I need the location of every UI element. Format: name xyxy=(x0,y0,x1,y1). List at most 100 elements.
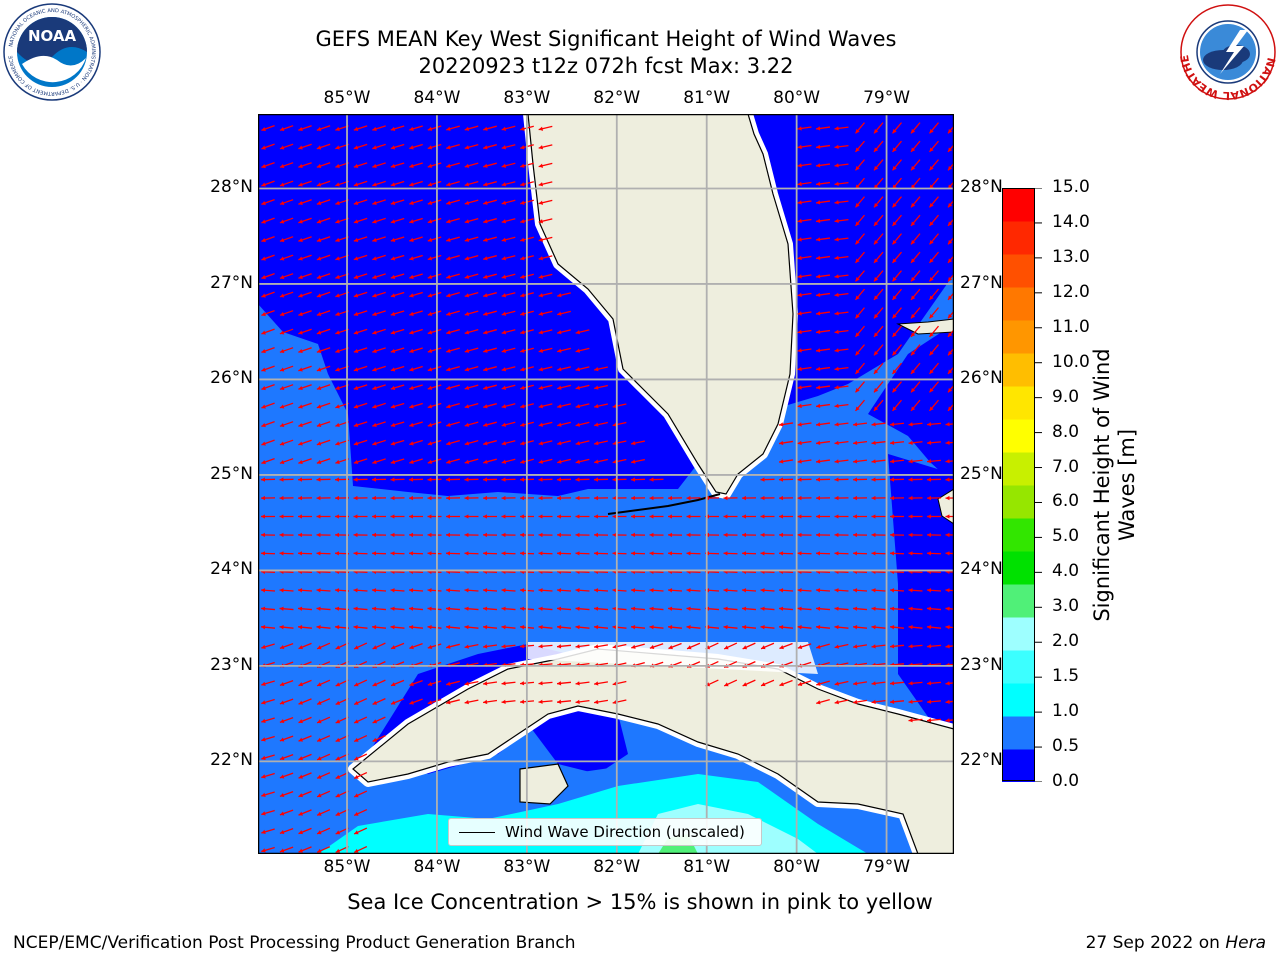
lat-label-left: 22°N xyxy=(210,750,253,771)
wind-wave-arrow xyxy=(910,399,921,412)
wind-wave-arrow xyxy=(353,808,368,817)
wind-wave-arrow xyxy=(409,254,423,261)
wind-wave-arrow xyxy=(464,347,479,353)
wind-wave-arrow xyxy=(464,699,479,705)
wind-wave-arrow xyxy=(316,384,331,391)
wind-wave-arrow xyxy=(855,288,865,301)
wind-wave-arrow xyxy=(778,625,794,630)
wind-wave-arrow xyxy=(873,270,884,282)
wind-wave-arrow xyxy=(390,125,405,131)
lat-label-left: 23°N xyxy=(210,654,253,675)
wind-wave-arrow xyxy=(371,514,387,519)
wind-wave-arrow xyxy=(612,514,627,519)
wind-wave-arrow xyxy=(390,679,405,687)
wind-wave-arrow xyxy=(723,532,738,538)
wind-wave-arrow xyxy=(316,421,331,428)
wind-wave-arrow xyxy=(797,348,812,353)
wind-wave-arrow xyxy=(372,180,386,187)
wind-wave-arrow xyxy=(371,477,387,482)
wind-wave-arrow xyxy=(446,273,460,279)
wind-wave-arrow xyxy=(855,325,865,338)
wind-wave-arrow xyxy=(279,236,294,243)
wind-wave-arrows xyxy=(260,122,954,854)
wind-wave-arrow xyxy=(371,625,387,630)
chart-title-line2: 20220923 t12z 072h fcst Max: 3.22 xyxy=(418,54,794,78)
wind-wave-arrow xyxy=(760,606,775,611)
wind-wave-arrow xyxy=(797,440,812,446)
wind-wave-arrow xyxy=(815,385,831,390)
wind-wave-arrow xyxy=(501,218,516,224)
wind-wave-arrow xyxy=(390,328,405,335)
wind-wave-arrow xyxy=(741,551,757,556)
wind-wave-arrow xyxy=(889,699,905,704)
wind-wave-arrow xyxy=(464,125,479,131)
wind-wave-arrow xyxy=(797,606,812,611)
wind-wave-arrow xyxy=(852,440,868,446)
wind-wave-arrow xyxy=(649,551,664,556)
wind-wave-arrow xyxy=(261,643,275,649)
wind-wave-arrow xyxy=(316,716,331,724)
wind-wave-arrow xyxy=(261,680,275,686)
wind-wave-arrow xyxy=(873,325,884,338)
wind-wave-arrow xyxy=(834,495,849,501)
wind-wave-arrow xyxy=(279,402,294,409)
noaa-logo-text: NOAA xyxy=(28,27,77,45)
wind-wave-arrow xyxy=(852,459,868,464)
wind-wave-arrow xyxy=(316,273,331,280)
wind-wave-arrow xyxy=(261,328,275,335)
wind-wave-arrow xyxy=(855,251,865,264)
wind-wave-arrow xyxy=(816,680,830,686)
wind-wave-arrow xyxy=(261,846,275,853)
wind-wave-arrow xyxy=(261,772,275,779)
wind-wave-arrow xyxy=(852,588,868,593)
wind-wave-arrow xyxy=(908,459,923,464)
wind-wave-arrow xyxy=(279,458,294,465)
wind-wave-arrow xyxy=(279,273,294,280)
wind-wave-arrow xyxy=(855,159,865,171)
wind-wave-arrow xyxy=(815,366,831,372)
wind-wave-arrow xyxy=(316,236,331,243)
wind-wave-arrow xyxy=(649,625,664,630)
wind-wave-arrow xyxy=(873,122,884,134)
colorbar-tick-label: 13.0 xyxy=(1052,246,1090,267)
wind-wave-arrow xyxy=(815,144,831,150)
wind-wave-arrow xyxy=(593,588,609,593)
wind-wave-arrow xyxy=(834,514,849,519)
wind-wave-arrow xyxy=(926,606,942,611)
wind-wave-arrow xyxy=(464,255,479,261)
wind-wave-arrow xyxy=(760,625,775,630)
wind-wave-arrow xyxy=(557,440,571,446)
wind-wave-arrow xyxy=(445,532,461,538)
colorbar-band xyxy=(1002,188,1035,222)
wind-wave-arrow xyxy=(926,495,942,501)
wind-wave-arrow xyxy=(630,514,646,519)
wind-wave-arrow xyxy=(279,791,294,798)
wind-wave-arrow xyxy=(815,329,831,335)
lat-label-right: 22°N xyxy=(960,750,1003,771)
wind-wave-arrow xyxy=(445,551,461,556)
wave-height-map xyxy=(258,114,954,854)
wind-wave-arrow xyxy=(390,365,405,372)
wind-wave-arrow xyxy=(538,477,553,482)
wind-wave-arrow xyxy=(834,385,849,390)
lat-label-right: 28°N xyxy=(960,177,1003,198)
wind-wave-arrow xyxy=(353,790,368,798)
wind-wave-arrow xyxy=(947,217,954,227)
wind-wave-arrow xyxy=(464,273,479,279)
wind-wave-arrow xyxy=(723,642,738,650)
wind-wave-arrow xyxy=(815,532,831,538)
wind-wave-arrow xyxy=(353,771,368,780)
wind-wave-arrow xyxy=(834,311,849,316)
wind-wave-arrow xyxy=(353,697,368,706)
wind-wave-arrow xyxy=(593,699,609,705)
wind-wave-arrow xyxy=(483,125,497,131)
wind-wave-arrow xyxy=(649,477,664,482)
wind-wave-arrow xyxy=(408,588,424,593)
wind-wave-arrow xyxy=(298,365,312,372)
lon-label-top: 80°W xyxy=(773,88,821,108)
wind-wave-arrow xyxy=(667,514,683,519)
wind-wave-arrow xyxy=(797,495,812,501)
wind-wave-arrow xyxy=(945,644,954,649)
lat-label-left: 24°N xyxy=(210,559,253,580)
wind-wave-arrow xyxy=(464,403,479,409)
